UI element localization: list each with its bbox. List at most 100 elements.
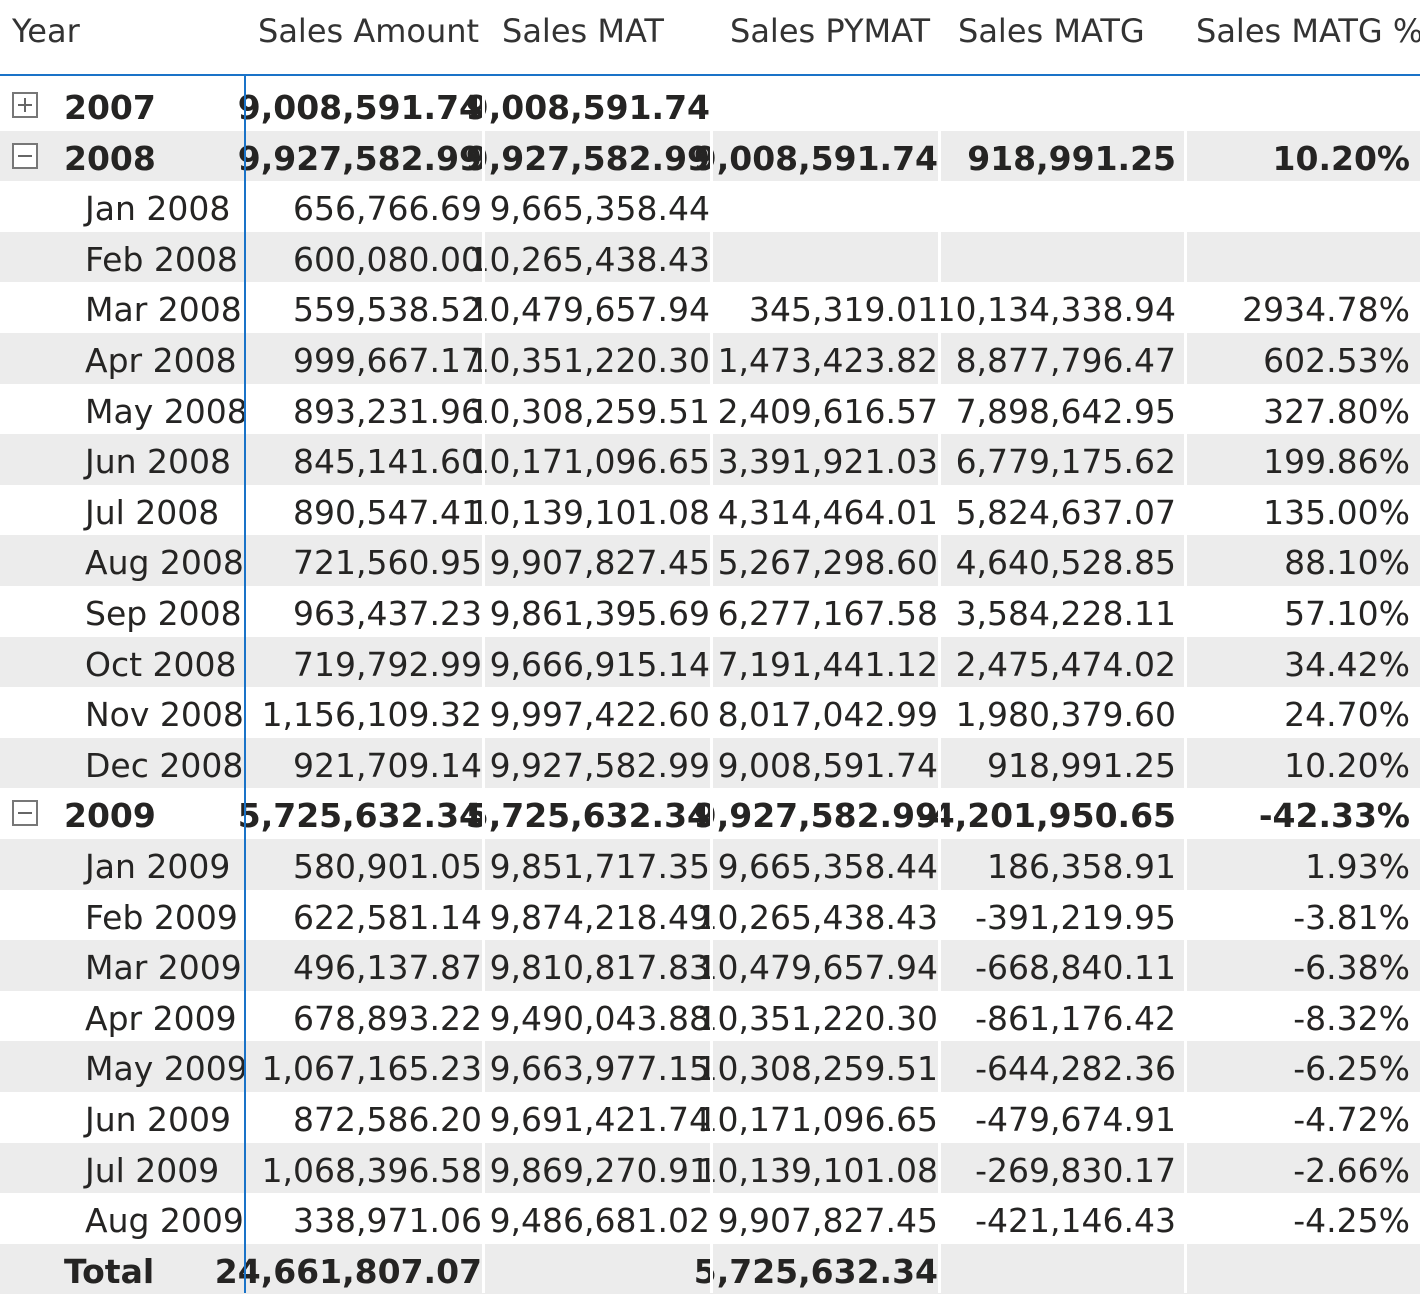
table-row[interactable]: Apr 2009 678,893.22 9,490,043.88 10,351,220… (0, 991, 1420, 1042)
value-cell: 9,486,681.02 (489, 1201, 710, 1241)
value-cell: 24,661,807.07 (214, 1251, 482, 1291)
value-cell: -421,146.43 (975, 1201, 1176, 1241)
value-cell: 327.80% (1263, 391, 1410, 431)
value-cell: 10,265,438.43 (696, 897, 938, 937)
value-cell: 10.20% (1284, 745, 1410, 785)
value-cell: 9,927,582.99 (693, 796, 938, 836)
value-cell: 5,824,637.07 (955, 492, 1176, 532)
table-row[interactable]: Jun 2009 872,586.20 9,691,421.74 10,171,096… (0, 1092, 1420, 1143)
value-cell: -4.72% (1293, 1100, 1410, 1139)
value-cell: 6,277,167.58 (717, 594, 938, 633)
value-cell: 10,139,101.08 (696, 1150, 938, 1190)
year-row[interactable]: 2008 9,927,582.99 9,927,582.99 9,008,591.74… (0, 130, 1420, 182)
value-cell: 1,980,379.60 (955, 695, 1176, 735)
value-cell: 1,156,109.32 (261, 695, 482, 735)
value-cell: 921,709.14 (293, 745, 482, 785)
value-cell: 9,691,421.74 (489, 1100, 710, 1139)
value-cell: 9,851,717.35 (489, 847, 710, 886)
expand-icon[interactable] (12, 92, 38, 118)
row-label: Dec 2008 (85, 745, 244, 785)
value-cell: -668,840.11 (975, 948, 1176, 988)
value-cell: 5,725,632.34 (237, 796, 482, 836)
row-header-divider (244, 76, 246, 1293)
value-cell: 57.10% (1284, 594, 1410, 633)
value-cell: 9,008,591.74 (237, 88, 482, 127)
row-label: Apr 2009 (85, 998, 237, 1038)
row-label: 2007 (64, 88, 156, 127)
value-cell: -6.25% (1293, 1049, 1410, 1089)
row-label: Nov 2008 (85, 695, 244, 735)
value-cell: 602.53% (1263, 341, 1410, 380)
column-header-sales-matg[interactable]: Sales MATG (958, 12, 1145, 50)
year-row[interactable]: 2009 5,725,632.34 5,725,632.34 9,927,582.99… (0, 788, 1420, 839)
value-cell: 1,068,396.58 (261, 1150, 482, 1190)
collapse-icon[interactable] (12, 142, 38, 169)
value-cell: 3,391,921.03 (717, 442, 938, 482)
column-header-sales-pymat[interactable]: Sales PYMAT (730, 12, 931, 50)
value-cell: 34.42% (1284, 644, 1410, 684)
value-cell: 9,927,582.99 (237, 138, 482, 178)
column-header-sales-matg-pct[interactable]: Sales MATG % (1196, 12, 1420, 50)
value-cell: 10,171,096.65 (696, 1100, 938, 1139)
table-row[interactable]: Aug 2009 338,971.06 9,486,681.02 9,907,827.… (0, 1193, 1420, 1244)
value-cell: 580,901.05 (293, 847, 482, 886)
value-cell: 10,139,101.08 (468, 492, 710, 532)
value-cell: 199.86% (1263, 442, 1410, 482)
value-cell: -479,674.91 (975, 1100, 1176, 1139)
value-cell: 918,991.25 (967, 138, 1176, 178)
value-cell: -391,219.95 (975, 897, 1176, 937)
value-cell: 9,008,591.74 (465, 88, 710, 127)
value-cell: 872,586.20 (293, 1100, 482, 1139)
column-header-sales-amount[interactable]: Sales Amount (258, 12, 480, 50)
table-row[interactable]: Jul 2008 890,547.41 10,139,101.08 4,314,464… (0, 485, 1420, 536)
row-label: Apr 2008 (85, 341, 237, 380)
value-cell: 8,877,796.47 (955, 341, 1176, 380)
value-cell: 9,663,977.15 (489, 1049, 710, 1089)
column-header-year[interactable]: Year (12, 12, 80, 50)
value-cell: 10.20% (1272, 138, 1410, 178)
value-cell: 9,665,358.44 (717, 847, 938, 886)
year-row[interactable]: 2007 9,008,591.74 9,008,591.74 (0, 80, 1420, 131)
value-cell: -8.32% (1293, 998, 1410, 1038)
row-label: Jul 2008 (85, 492, 220, 532)
row-label: Aug 2009 (85, 1201, 244, 1241)
row-label: Jun 2009 (85, 1100, 232, 1139)
table-row[interactable]: Mar 2008 559,538.52 10,479,657.94 345,319.0… (0, 282, 1420, 333)
value-cell: -2.66% (1293, 1150, 1410, 1190)
value-cell: 88.10% (1284, 543, 1410, 583)
column-header-row: Year Sales Amount Sales MAT Sales PYMAT … (0, 0, 1420, 76)
value-cell: 5,725,632.34 (465, 796, 710, 836)
value-cell: 10,308,259.51 (468, 391, 710, 431)
value-cell: 9,810,817.83 (489, 948, 710, 988)
value-cell: -861,176.42 (975, 998, 1176, 1038)
value-cell: -4,201,950.65 (918, 796, 1176, 836)
table-row[interactable]: Feb 2009 622,581.14 9,874,218.49 10,265,438… (0, 890, 1420, 941)
value-cell: 9,997,422.60 (489, 695, 710, 735)
value-cell: 4,640,528.85 (955, 543, 1176, 583)
collapse-icon[interactable] (12, 800, 38, 827)
table-row[interactable]: Jan 2008 656,766.69 9,665,358.44 (0, 181, 1420, 232)
row-label: Jul 2009 (85, 1150, 220, 1190)
value-cell: 186,358.91 (987, 847, 1176, 886)
row-label: Total (64, 1251, 155, 1291)
value-cell: 4,314,464.01 (717, 492, 938, 532)
value-cell: 559,538.52 (293, 290, 482, 330)
column-separator (1184, 76, 1187, 1293)
value-cell: 10,308,259.51 (696, 1049, 938, 1089)
value-cell: 345,319.01 (749, 290, 938, 330)
value-cell: 2,409,616.57 (717, 391, 938, 431)
value-cell: -644,282.36 (975, 1049, 1176, 1089)
row-label: 2008 (64, 138, 156, 178)
value-cell: 9,907,827.45 (489, 543, 710, 583)
column-header-sales-mat[interactable]: Sales MAT (502, 12, 664, 50)
value-cell: 963,437.23 (293, 594, 482, 633)
value-cell: 9,907,827.45 (717, 1201, 938, 1241)
value-cell: 3,584,228.11 (955, 594, 1176, 633)
value-cell: -269,830.17 (975, 1150, 1176, 1190)
table-row[interactable]: Sep 2008 963,437.23 9,861,395.69 6,277,167.… (0, 586, 1420, 637)
value-cell: 10,134,338.94 (934, 290, 1176, 330)
table-row[interactable]: Nov 2008 1,156,109.32 9,997,422.60 8,017,04… (0, 687, 1420, 738)
value-cell: 10,171,096.65 (468, 442, 710, 482)
table-row[interactable]: May 2008 893,231.96 10,308,259.51 2,409,616… (0, 384, 1420, 435)
value-cell: 10,265,438.43 (468, 239, 710, 279)
